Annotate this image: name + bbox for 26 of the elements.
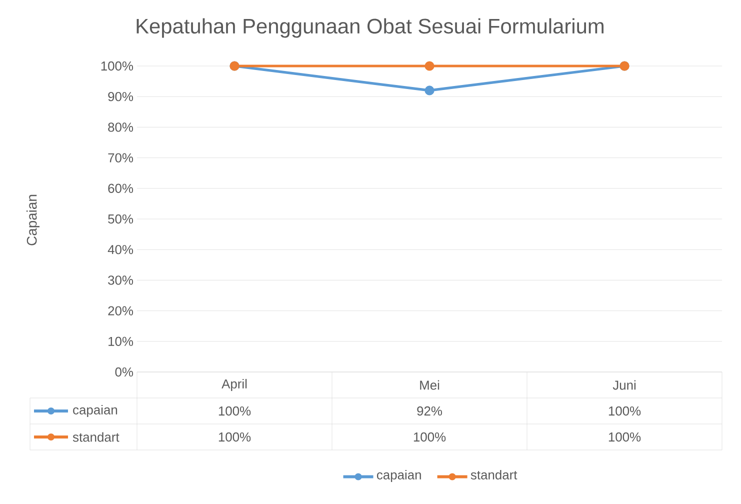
- x-tick-label: April: [222, 378, 247, 392]
- data-label: 100%: [608, 432, 641, 442]
- data-label: 100%: [218, 406, 251, 416]
- y-tick-label: 30%: [108, 276, 134, 285]
- text: standart: [470, 470, 518, 480]
- y-tick-label: 100%: [101, 61, 134, 71]
- y-tick-label: 90%: [108, 92, 134, 102]
- y-tick-label: 70%: [108, 153, 134, 162]
- legend-label: capaian: [73, 404, 118, 418]
- y-tick-label: 50%: [108, 214, 134, 224]
- y-tick-label: 10%: [108, 336, 134, 346]
- text: capaian: [376, 470, 421, 482]
- chart-title: Kepatuhan Penggunaan Obat Sesuai Formularium: [136, 18, 604, 38]
- y-tick-label: 60%: [108, 184, 134, 193]
- data-label: 100%: [608, 406, 641, 416]
- x-tick-label: Juni: [612, 380, 636, 390]
- legend-label: standart: [72, 432, 120, 442]
- y-tick-label: 0%: [115, 367, 134, 377]
- y-tick-label: 20%: [108, 306, 134, 316]
- data-label: 100%: [218, 432, 251, 442]
- y-tick-label: 40%: [108, 245, 134, 254]
- y-tick-label: 80%: [108, 122, 134, 132]
- x-tick-label: Mei: [420, 380, 440, 390]
- data-label: 100%: [414, 432, 446, 442]
- y-axis-title: Capaian: [26, 194, 40, 246]
- data-label: 92%: [417, 406, 442, 416]
